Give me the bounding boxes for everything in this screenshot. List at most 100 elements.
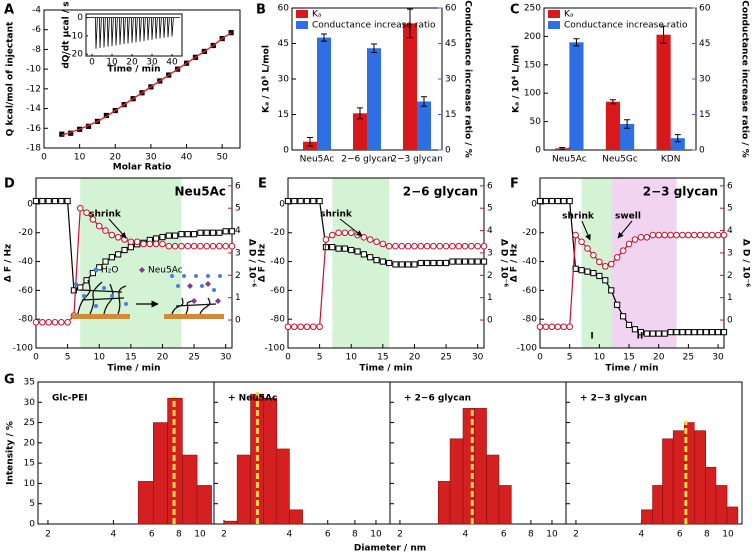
x-tick-label: 2−3 glycan	[391, 155, 443, 165]
point	[284, 323, 292, 331]
spike	[163, 17, 166, 38]
x-tick-label: 20	[409, 353, 421, 363]
x-tick-label: 30	[145, 153, 157, 163]
histogram-bar	[289, 509, 303, 525]
error-bar	[624, 119, 631, 129]
y-tick-label: -80	[270, 315, 285, 325]
x-tick-label: 10	[106, 58, 118, 68]
x-axis-label: Time / min	[359, 364, 412, 374]
x-axis-label: Time / min	[107, 364, 160, 374]
point	[209, 242, 217, 250]
point	[159, 233, 166, 241]
point	[190, 242, 198, 250]
y2-tick-label: 4	[235, 226, 241, 236]
point	[542, 197, 550, 205]
point	[702, 231, 710, 239]
histogram-bar	[182, 454, 198, 525]
point	[102, 227, 109, 234]
legend-water	[93, 267, 99, 273]
x-tick-label: 30	[220, 353, 232, 363]
point	[165, 242, 173, 250]
point	[566, 197, 573, 205]
y-tick-label: 0	[531, 199, 537, 209]
y2-tick-label: 15	[699, 110, 710, 120]
y-axis-label: Q kcal/mol of injectant	[6, 21, 16, 136]
legend-label: Conductance increase ratio	[312, 21, 436, 31]
x-tick-label: 10	[546, 530, 558, 540]
point	[708, 231, 716, 239]
point	[417, 242, 425, 250]
annotation: shrink	[89, 210, 122, 220]
point	[442, 242, 450, 250]
point	[714, 329, 722, 336]
point	[222, 228, 229, 235]
point	[373, 238, 380, 246]
y-tick-label: 30	[278, 75, 290, 85]
error-bar	[421, 96, 427, 107]
point	[171, 232, 179, 239]
point	[703, 329, 710, 336]
error-bar	[407, 8, 413, 39]
x-tick-label: 25	[683, 353, 694, 363]
x-tick-label: 30	[146, 58, 158, 68]
point	[379, 258, 386, 265]
point	[58, 197, 65, 205]
x-tick-label: 6	[149, 530, 155, 540]
y-tick-label: -20	[68, 50, 83, 60]
point	[228, 228, 236, 235]
point	[392, 242, 399, 250]
spike	[131, 17, 134, 43]
point	[637, 233, 645, 241]
y-tick-label: -80	[18, 315, 33, 325]
x-tick-label: 0	[41, 153, 47, 163]
point	[83, 209, 90, 216]
y-tick-label: -10	[68, 31, 83, 41]
point	[373, 257, 380, 264]
y-tick-label: -40	[18, 257, 33, 267]
y-tick-label: -60	[270, 286, 285, 296]
x-tick-label: 6	[501, 530, 507, 540]
point	[216, 229, 223, 236]
x-tick-label: 10	[194, 530, 206, 540]
histogram-bar	[152, 422, 168, 525]
panel-label: A	[4, 3, 14, 18]
y-tick-label: -100	[265, 344, 286, 354]
x-tick-label: 8	[176, 530, 182, 540]
x-tick-label: 15	[377, 353, 388, 363]
point	[474, 242, 481, 250]
y2-tick-label: 60	[445, 4, 457, 14]
annotation: shrink	[562, 212, 595, 222]
x-tick-label: 5	[65, 353, 71, 363]
y-axis-label: Kₐ / 10³ L/mol	[262, 45, 272, 113]
spike	[119, 17, 122, 45]
panel-title: Neu5Ac	[175, 185, 226, 199]
point	[542, 323, 550, 331]
point	[417, 259, 424, 267]
error-bar	[321, 33, 327, 42]
y-tick-label: -10	[26, 65, 41, 75]
y2-axis-label: Δ D / 10⁻⁶	[741, 239, 751, 287]
panel-label: F	[510, 177, 519, 192]
point	[578, 267, 585, 274]
y-tick-label: -60	[18, 286, 33, 296]
point	[691, 231, 698, 239]
panel-title: + Neu5Ac	[228, 394, 277, 404]
point	[329, 244, 336, 251]
error-bar	[609, 99, 616, 105]
point	[468, 258, 475, 265]
x-tick-label: 2	[221, 530, 227, 540]
point	[423, 259, 431, 267]
point	[133, 238, 141, 246]
point	[614, 301, 621, 308]
point	[385, 242, 393, 250]
y-axis-label: dQ/dt µcal / s	[62, 1, 72, 68]
plot-frame	[43, 9, 241, 149]
point	[103, 112, 109, 119]
point	[284, 197, 292, 205]
bar	[317, 37, 331, 151]
point	[347, 229, 355, 237]
spike	[135, 17, 138, 43]
y-axis-label: Δ F / Hz	[510, 244, 520, 283]
point	[51, 197, 59, 205]
